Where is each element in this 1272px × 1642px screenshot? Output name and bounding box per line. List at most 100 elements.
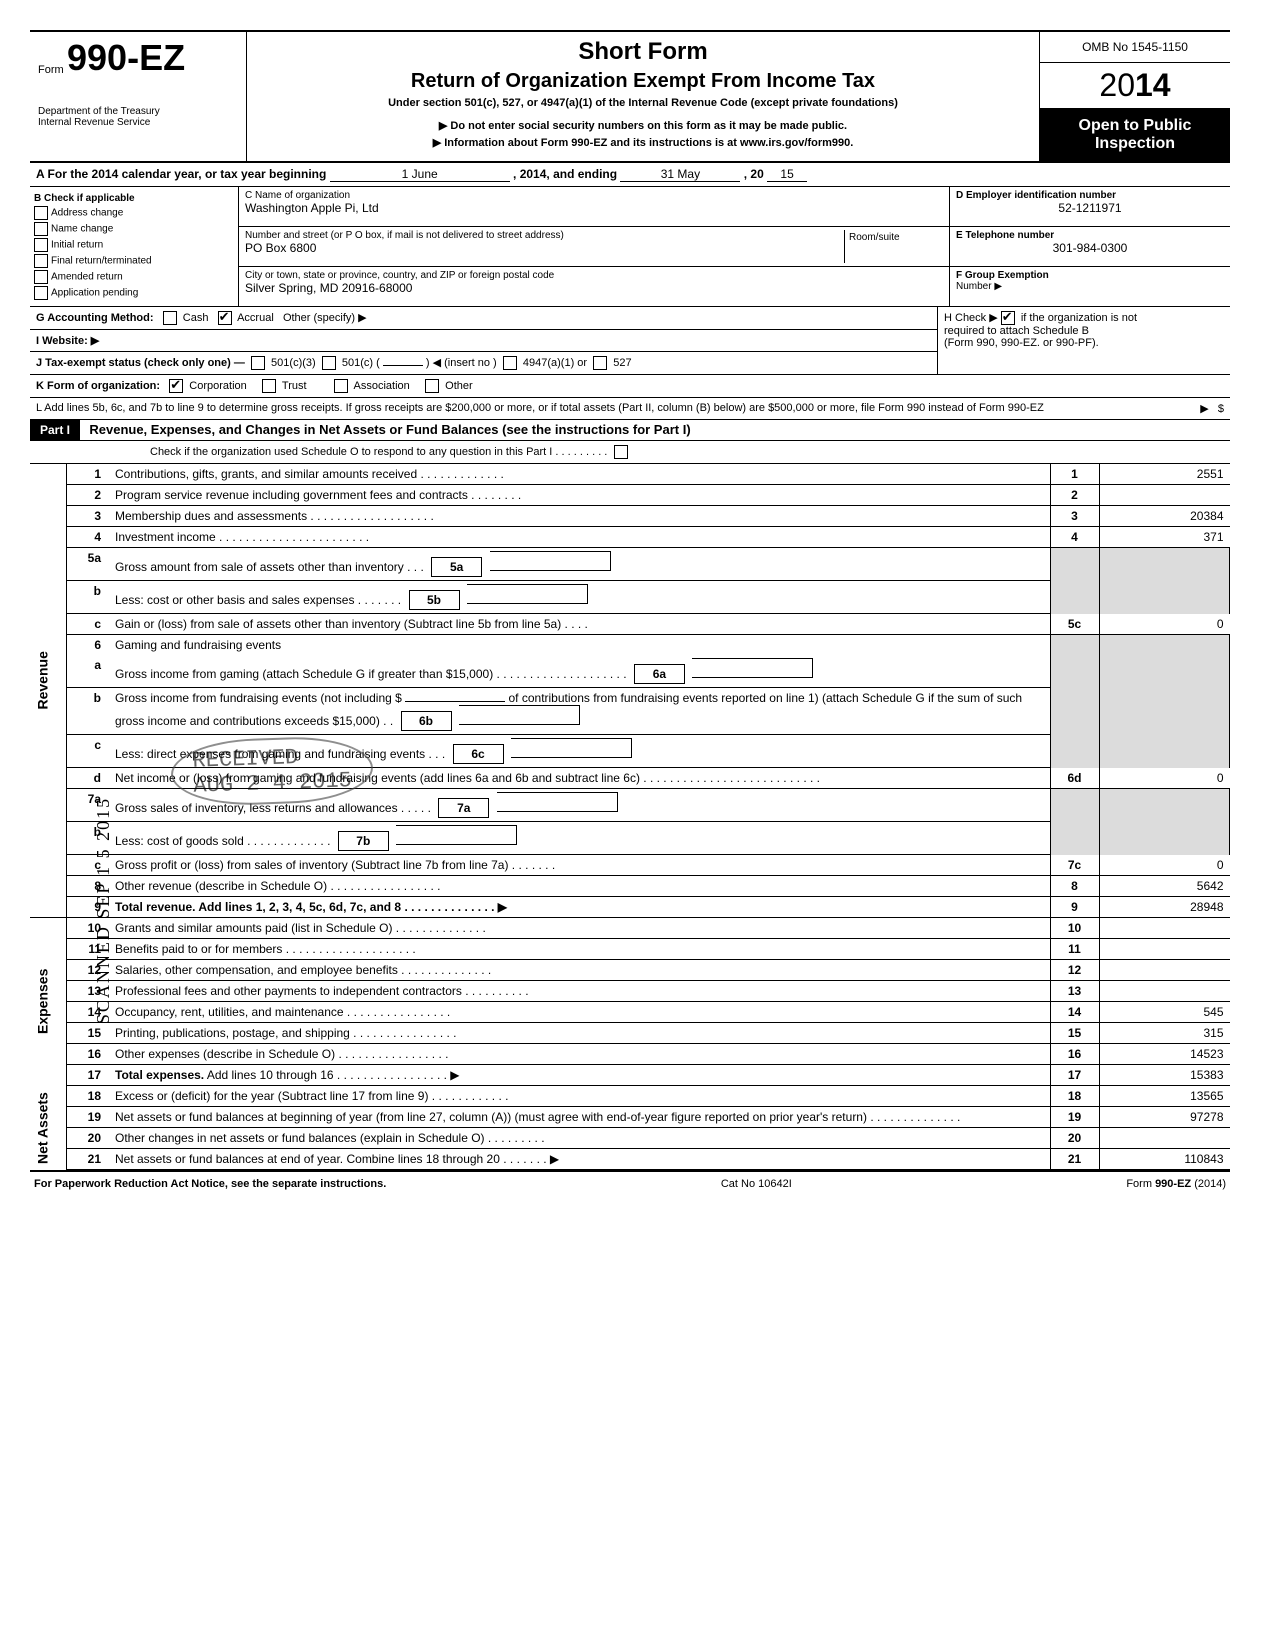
l19-t: Net assets or fund balances at beginning… [111, 1107, 1050, 1128]
j-2: 501(c) ( [342, 357, 380, 369]
l7c-t: Gross profit or (loss) from sales of inv… [111, 855, 1050, 876]
i-label: I Website: ▶ [36, 335, 99, 347]
right-header: OMB No 1545-1150 2014 Open to Public Ins… [1040, 32, 1230, 161]
b-title: B Check if applicable [34, 193, 135, 204]
cb-501c[interactable] [322, 356, 336, 370]
b-item-0: Address change [51, 208, 123, 219]
l2-n: 2 [67, 485, 112, 506]
c-city: Silver Spring, MD 20916-68000 [245, 281, 943, 295]
l6c-n: c [67, 735, 112, 768]
title-cell: Short Form Return of Organization Exempt… [247, 32, 1040, 161]
line-11: 11 Benefits paid to or for members . . .… [30, 939, 1230, 960]
side-revenue: Revenue [30, 464, 67, 897]
l17-c: 17 [1050, 1065, 1099, 1086]
line-18: Net Assets 18 Excess or (deficit) for th… [30, 1086, 1230, 1107]
cb-501c3[interactable] [251, 356, 265, 370]
cb-pending[interactable] [34, 286, 48, 300]
l6d-v: 0 [1099, 768, 1230, 789]
line-9: 9 Total revenue. Add lines 1, 2, 3, 4, 5… [30, 897, 1230, 918]
line-14: 14 Occupancy, rent, utilities, and maint… [30, 1002, 1230, 1023]
cb-initial[interactable] [34, 238, 48, 252]
l7c-v: 0 [1099, 855, 1230, 876]
open-public: Open to Public Inspection [1040, 109, 1230, 161]
open2: Inspection [1044, 135, 1226, 153]
g-label: G Accounting Method: [36, 312, 154, 324]
l6-t: Gaming and fundraising events [111, 635, 1050, 656]
omb: OMB No 1545-1150 [1040, 32, 1230, 63]
l-dollar: $ [1218, 403, 1224, 415]
a-mid: , 2014, and ending [513, 167, 617, 181]
h-right: H Check ▶ if the organization is not req… [938, 307, 1230, 374]
l1-c: 1 [1050, 464, 1099, 485]
form-number: 990-EZ [67, 37, 185, 78]
shade-5ab [1050, 548, 1099, 614]
l-row: L Add lines 5b, 6c, and 7b to line 9 to … [30, 398, 1230, 420]
l9-t: Total revenue. Add lines 1, 2, 3, 4, 5c,… [111, 897, 1050, 918]
l17-n: 17 [67, 1065, 112, 1086]
l15-n: 15 [67, 1023, 112, 1044]
line-2: 2 Program service revenue including gove… [30, 485, 1230, 506]
footer2: Cat No 10642I [721, 1178, 792, 1190]
b-item-5: Application pending [51, 288, 138, 299]
line-7b: b Less: cost of goods sold . . . . . . .… [30, 822, 1230, 855]
line-19: 19 Net assets or fund balances at beginn… [30, 1107, 1230, 1128]
l19-v: 97278 [1099, 1107, 1230, 1128]
cb-other[interactable] [425, 379, 439, 393]
g-cash: Cash [183, 312, 209, 324]
g-other: Other (specify) ▶ [283, 312, 367, 324]
cb-assoc[interactable] [334, 379, 348, 393]
b-item-2: Initial return [51, 240, 103, 251]
subtitle: Under section 501(c), 527, or 4947(a)(1)… [253, 97, 1033, 109]
footer3: Form 990-EZ (2014) [1126, 1178, 1226, 1190]
l-text: L Add lines 5b, 6c, and 7b to line 9 to … [36, 402, 1044, 414]
side-netassets: Net Assets [30, 1086, 67, 1170]
k-1: Corporation [189, 380, 246, 392]
a-end3: 15 [767, 167, 807, 182]
cb-h[interactable] [1001, 311, 1015, 325]
l19-c: 19 [1050, 1107, 1099, 1128]
l16-n: 16 [67, 1044, 112, 1065]
cb-final[interactable] [34, 254, 48, 268]
line-1: Revenue 1 Contributions, gifts, grants, … [30, 464, 1230, 485]
d-val: 52-1211971 [956, 201, 1224, 215]
l1-t: Contributions, gifts, grants, and simila… [111, 464, 1050, 485]
l13-t: Professional fees and other payments to … [111, 981, 1050, 1002]
l3-n: 3 [67, 506, 112, 527]
l5c-c: 5c [1050, 614, 1099, 635]
section-d: D Employer identification number 52-1211… [950, 187, 1230, 306]
l16-v: 14523 [1099, 1044, 1230, 1065]
cb-amended[interactable] [34, 270, 48, 284]
l16-c: 16 [1050, 1044, 1099, 1065]
line-6a: a Gross income from gaming (attach Sched… [30, 655, 1230, 688]
l5a-t: Gross amount from sale of assets other t… [111, 548, 1050, 581]
cb-name[interactable] [34, 222, 48, 236]
l7a-box: 7a [438, 798, 489, 818]
l8-v: 5642 [1099, 876, 1230, 897]
l6c-box: 6c [453, 744, 504, 764]
l8-t: Other revenue (describe in Schedule O) .… [111, 876, 1050, 897]
year-prefix: 20 [1099, 67, 1135, 103]
cb-corp[interactable] [169, 379, 183, 393]
l15-v: 315 [1099, 1023, 1230, 1044]
e-val: 301-984-0300 [956, 241, 1224, 255]
l1-n: 1 [67, 464, 112, 485]
h-text1: H Check ▶ [944, 312, 998, 324]
cb-trust[interactable] [262, 379, 276, 393]
c-city-label: City or town, state or province, country… [245, 270, 943, 281]
cb-527[interactable] [593, 356, 607, 370]
d-label: D Employer identification number [956, 190, 1116, 201]
l2-v [1099, 485, 1230, 506]
l18-v: 13565 [1099, 1086, 1230, 1107]
l10-v [1099, 918, 1230, 939]
shade-6-v [1099, 635, 1230, 768]
cb-accrual[interactable] [218, 311, 232, 325]
cb-4947[interactable] [503, 356, 517, 370]
l14-t: Occupancy, rent, utilities, and maintena… [111, 1002, 1050, 1023]
cb-cash[interactable] [163, 311, 177, 325]
cb-part1[interactable] [614, 445, 628, 459]
g-accrual: Accrual [237, 312, 274, 324]
open1: Open to Public [1044, 117, 1226, 135]
l7c-c: 7c [1050, 855, 1099, 876]
l11-v [1099, 939, 1230, 960]
cb-address[interactable] [34, 206, 48, 220]
